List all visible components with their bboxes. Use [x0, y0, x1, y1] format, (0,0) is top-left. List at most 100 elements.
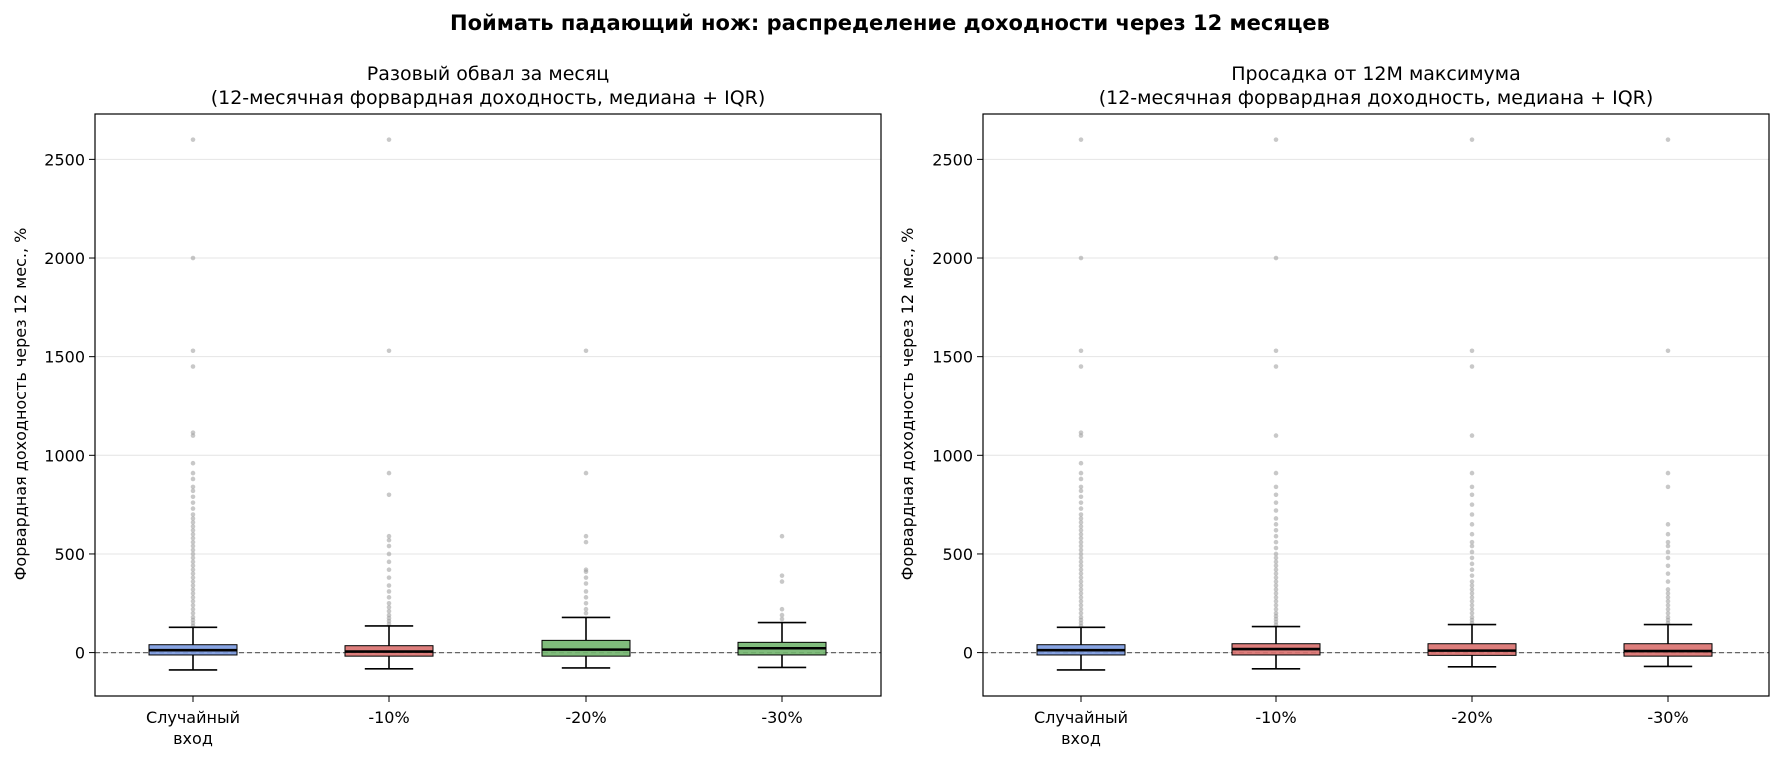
right-box-3-outlier-22 — [1665, 137, 1671, 142]
right-box-0-outlier-5 — [1078, 606, 1084, 612]
right-box-1-outlier-8 — [1273, 595, 1279, 600]
left-box-0-outlier-17 — [190, 559, 196, 565]
left-box-3-outlier-0 — [779, 616, 785, 622]
right-box-3-outlier-18 — [1665, 522, 1671, 527]
left-box-0-outlier-30 — [190, 506, 196, 511]
right-box-0-outlier-27 — [1078, 520, 1084, 525]
left-box-1-outlier-5 — [386, 604, 392, 610]
right-box-2-outlier-16 — [1469, 549, 1475, 555]
right-box-0-outlier-16 — [1078, 563, 1084, 569]
right-box-1-outlier-5 — [1273, 606, 1279, 612]
right-box-2-outlier-20 — [1469, 522, 1475, 527]
right-box-2-outlier-15 — [1469, 555, 1475, 561]
right-box-1-outlier-7 — [1273, 599, 1279, 604]
right-box-2-outlier-17 — [1469, 543, 1475, 549]
right-box-2-outlier-24 — [1469, 484, 1475, 490]
right-box-1-outlier-20 — [1273, 545, 1279, 551]
right-box-1-outlier-32 — [1273, 364, 1279, 369]
right-box-2-outlier-12 — [1469, 573, 1475, 578]
right-box-1-outlier-34 — [1273, 255, 1279, 261]
right-box-2-outlier-8 — [1469, 591, 1475, 596]
right-box-2-outlier-18 — [1469, 539, 1475, 545]
left-ytick-label-1: 500 — [54, 545, 85, 564]
left-box-1-outlier-4 — [386, 608, 392, 614]
left-box-1-outlier-8 — [386, 589, 392, 594]
left-box-0-outlier-39 — [190, 430, 196, 435]
right-ytick-label-1: 500 — [942, 545, 973, 564]
right-box-0-outlier-13 — [1078, 575, 1084, 580]
left-box-3-outlier-5 — [779, 533, 785, 539]
left-box-1-outlier-18 — [386, 470, 392, 476]
right-box-0-outlier-18 — [1078, 555, 1084, 561]
right-box-1-outlier-35 — [1273, 137, 1279, 142]
left-box-1-outlier-12 — [386, 559, 392, 565]
right-box-0-outlier-31 — [1078, 500, 1084, 505]
right-xtick-label-2: -20% — [1451, 708, 1492, 727]
right-box-1-outlier-33 — [1273, 348, 1279, 354]
left-box-1-outlier-11 — [386, 567, 392, 573]
right-box-1-outlier-30 — [1273, 470, 1279, 476]
left-box-0-outlier-22 — [190, 539, 196, 545]
left-box-0-outlier-7 — [190, 599, 196, 604]
right-box-3-outlier-16 — [1665, 539, 1671, 545]
right-box-0-outlier-23 — [1078, 535, 1084, 541]
right-box-1-outlier-25 — [1273, 516, 1279, 521]
left-box-3-outlier-1 — [779, 612, 785, 618]
right-box-0-outlier-17 — [1078, 559, 1084, 565]
left-box-0-outlier-21 — [190, 543, 196, 549]
right-box-2-outlier-14 — [1469, 561, 1475, 567]
right-box-0 — [1036, 137, 1126, 671]
left-box-0-outlier-27 — [190, 520, 196, 525]
left-box-0-outlier-42 — [190, 255, 196, 261]
left-box-1-outlier-7 — [386, 595, 392, 600]
right-box-2-outlier-27 — [1469, 364, 1475, 369]
right-box-2-outlier-3 — [1469, 610, 1475, 616]
left-box-0-outlier-16 — [190, 563, 196, 569]
right-box-3-outlier-19 — [1665, 484, 1671, 490]
right-box-0-outlier-35 — [1078, 476, 1084, 482]
right-box-3-outlier-4 — [1665, 606, 1671, 612]
right-box-0-outlier-41 — [1078, 348, 1084, 354]
right-box-0-outlier-8 — [1078, 595, 1084, 600]
left-box-0-outlier-11 — [190, 583, 196, 588]
right-box-3-outlier-3 — [1665, 610, 1671, 616]
left-box-2-outlier-10 — [583, 533, 589, 539]
chart-left-title-line1: Разовый обвал за месяц — [367, 63, 609, 85]
right-box-0-outlier-25 — [1078, 527, 1084, 533]
right-box-1-outlier-31 — [1273, 433, 1279, 438]
left-box-2 — [541, 348, 631, 669]
right-box-0-outlier-32 — [1078, 494, 1084, 500]
right-box-1-outlier-17 — [1273, 559, 1279, 565]
left-box-2-outlier-5 — [583, 581, 589, 586]
left-axes-frame — [94, 113, 882, 697]
left-box-1-outlier-20 — [386, 137, 392, 142]
left-xtick-label-3: -30% — [761, 708, 802, 727]
right-box-3-outlier-10 — [1665, 579, 1671, 584]
left-box-0-outlier-43 — [190, 137, 196, 142]
right-box-2 — [1427, 137, 1517, 668]
right-box-1-outlier-12 — [1273, 579, 1279, 584]
right-box-0-outlier-15 — [1078, 567, 1084, 573]
right-box-1-outlier-24 — [1273, 522, 1279, 527]
right-box-0-outlier-37 — [1078, 460, 1084, 466]
chart-right-title-line2: (12-месячная форвардная доходность, меди… — [1099, 87, 1654, 109]
right-xtick-label-0-line2: вход — [1061, 729, 1101, 748]
left-box-1-outlier-9 — [386, 583, 392, 588]
right-box-3-outlier-21 — [1665, 348, 1671, 354]
right-box-1-outlier-13 — [1273, 575, 1279, 580]
left-box-0-outlier-9 — [190, 591, 196, 596]
right-box-0-outlier-4 — [1078, 610, 1084, 616]
left-box-0-outlier-10 — [190, 587, 196, 592]
right-box-1-outlier-28 — [1273, 492, 1279, 498]
left-box-2-outlier-4 — [583, 589, 589, 594]
right-box-2-outlier-28 — [1469, 348, 1475, 354]
left-box-0-outlier-4 — [190, 610, 196, 616]
left-box-0-outlier-18 — [190, 555, 196, 561]
left-box-0-outlier-25 — [190, 527, 196, 533]
right-xtick-label-1: -10% — [1255, 708, 1296, 727]
left-box-0-outlier-26 — [190, 524, 196, 529]
right-xtick-label-0: Случайный — [1034, 708, 1128, 727]
right-box-0-outlier-29 — [1078, 512, 1084, 517]
right-box-3-outlier-15 — [1665, 543, 1671, 549]
right-box-2-outlier-23 — [1469, 492, 1475, 498]
